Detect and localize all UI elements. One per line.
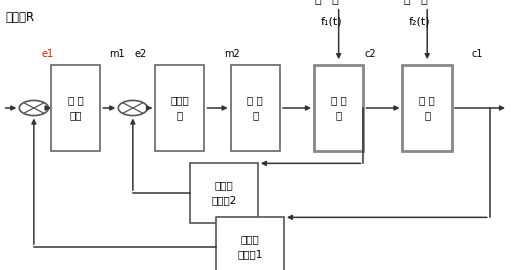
FancyBboxPatch shape [230, 65, 280, 151]
Text: 副调节
器: 副调节 器 [170, 96, 189, 120]
Text: 扰   动: 扰 动 [315, 0, 339, 5]
Text: 设定值R: 设定值R [5, 11, 34, 24]
Text: 扰   动: 扰 动 [404, 0, 428, 5]
FancyBboxPatch shape [51, 65, 100, 151]
Text: c1: c1 [472, 49, 483, 59]
Text: f₂(t): f₂(t) [409, 17, 431, 27]
Text: 主 调
节器: 主 调 节器 [68, 96, 83, 120]
Text: f₁(t): f₁(t) [320, 17, 342, 27]
Text: m1: m1 [109, 49, 125, 59]
Text: e2: e2 [134, 49, 147, 59]
Circle shape [19, 100, 48, 116]
Text: 测量与
变送器2: 测量与 变送器2 [212, 181, 237, 205]
FancyBboxPatch shape [190, 163, 258, 223]
Circle shape [118, 100, 147, 116]
FancyBboxPatch shape [155, 65, 204, 151]
Text: m2: m2 [224, 49, 240, 59]
Text: c2: c2 [365, 49, 376, 59]
FancyBboxPatch shape [216, 217, 284, 270]
Text: 副 对
象: 副 对 象 [331, 96, 346, 120]
FancyBboxPatch shape [402, 65, 452, 151]
Text: e1: e1 [42, 49, 54, 59]
Text: 测量与
变送器1: 测量与 变送器1 [238, 235, 263, 259]
FancyBboxPatch shape [314, 65, 363, 151]
Text: 主 对
象: 主 对 象 [419, 96, 435, 120]
Text: 执 行
器: 执 行 器 [247, 96, 263, 120]
